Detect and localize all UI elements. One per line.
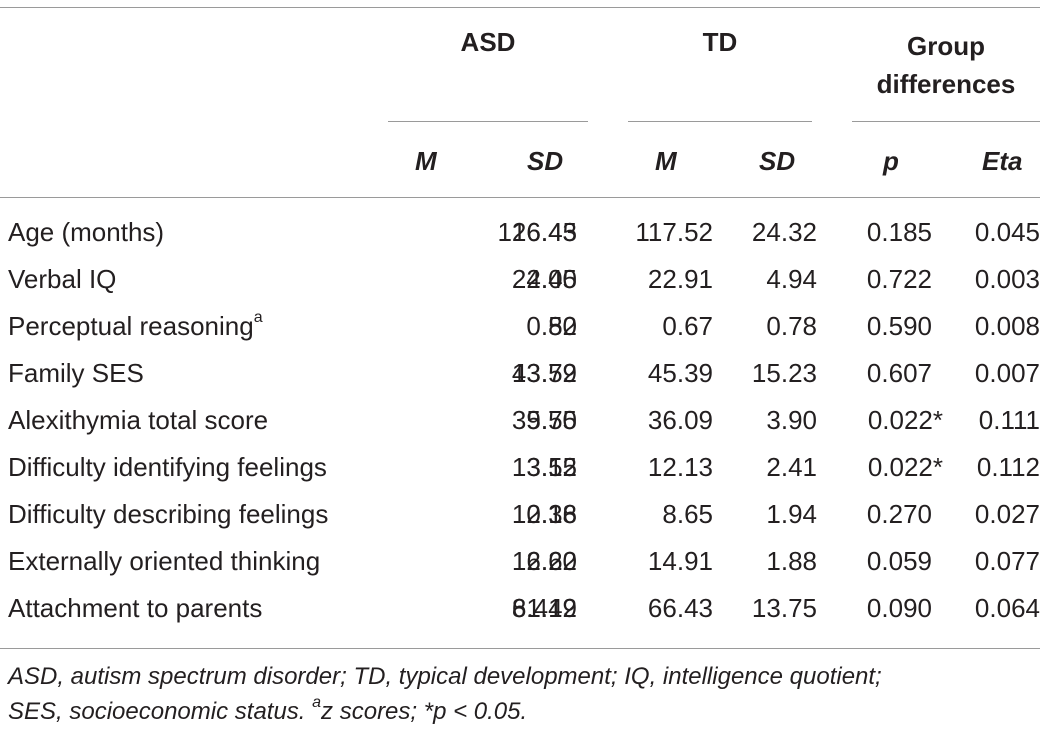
row-label-superscript: a bbox=[253, 309, 263, 327]
cell-eta: 0.045 bbox=[974, 217, 1040, 247]
cell-p: 0.185 bbox=[866, 217, 932, 247]
cell-td-sd: 1.88 bbox=[766, 546, 817, 576]
subheader-asd-m: M bbox=[415, 146, 437, 176]
row-label-text: Verbal IQ bbox=[8, 264, 117, 294]
cell-p: 0.270 bbox=[866, 499, 932, 529]
cell-td-m: 117.52 bbox=[635, 217, 713, 247]
cell-p: 0.022* bbox=[867, 405, 943, 435]
cell-td-sd: 0.78 bbox=[766, 311, 817, 341]
cell-p: 0.590 bbox=[866, 311, 932, 341]
asd-group-rule bbox=[388, 121, 588, 122]
top-rule bbox=[0, 7, 1040, 8]
footnote-line1: ASD, autism spectrum disorder; TD, typic… bbox=[8, 663, 882, 690]
cell-asd-sd: 2.62 bbox=[526, 546, 577, 576]
row-label: Family SES bbox=[8, 358, 144, 388]
footnote-line2-end: z scores; *p < 0.05. bbox=[321, 698, 528, 725]
group-header-asd: ASD bbox=[460, 27, 516, 57]
cell-p: 0.059 bbox=[866, 546, 932, 576]
cell-td-m: 22.91 bbox=[647, 264, 713, 294]
row-label-text: Perceptual reasoning bbox=[8, 311, 254, 341]
cell-asd-m: 61.19 bbox=[511, 593, 577, 623]
subheader-td-sd: SD bbox=[759, 146, 796, 176]
cell-td-m: 0.67 bbox=[662, 311, 713, 341]
cell-eta: 0.007 bbox=[974, 358, 1040, 388]
cell-p: 0.090 bbox=[866, 593, 932, 623]
row-label-text: Attachment to parents bbox=[8, 593, 263, 623]
row-label: Difficulty identifying feelings bbox=[8, 452, 327, 482]
cell-td-sd: 2.41 bbox=[766, 452, 817, 482]
subheader-td-m: M bbox=[655, 146, 677, 176]
footnote-superscript: a bbox=[312, 694, 322, 711]
cell-asd-m: 13.12 bbox=[511, 452, 577, 482]
row-label-text: Age (months) bbox=[8, 217, 165, 247]
cell-asd-m: 22.45 bbox=[511, 264, 577, 294]
cell-asd-m: 10.16 bbox=[511, 499, 577, 529]
cell-asd-m: 126.43 bbox=[497, 217, 577, 247]
bottom-rule bbox=[0, 648, 1040, 649]
cell-asd-sd: 80 bbox=[548, 311, 577, 341]
cell-td-sd: 3.90 bbox=[766, 405, 817, 435]
row-label: Alexithymia total score bbox=[8, 405, 268, 435]
cell-td-m: 66.43 bbox=[647, 593, 713, 623]
subheader-eta: Eta bbox=[982, 146, 1023, 176]
cell-asd-sd: 5.75 bbox=[526, 405, 577, 435]
cell-eta: 0.077 bbox=[974, 546, 1040, 576]
header-rule bbox=[0, 197, 1040, 198]
cell-asd-m: 39.50 bbox=[511, 405, 577, 435]
footnote-line2-start: SES, socioeconomic status. bbox=[8, 698, 313, 725]
cell-asd-sd: 2.38 bbox=[526, 499, 577, 529]
group-header-differences-line2: differences bbox=[876, 69, 1016, 99]
cell-asd-sd: 13.79 bbox=[511, 358, 577, 388]
cell-td-m: 8.65 bbox=[662, 499, 713, 529]
cell-asd-sd: 3.55 bbox=[526, 452, 577, 482]
cell-eta: 0.003 bbox=[974, 264, 1040, 294]
table-footnote: ASD, autism spectrum disorder; TD, typic… bbox=[8, 659, 1040, 729]
cell-td-sd: 13.75 bbox=[751, 593, 817, 623]
cell-td-m: 12.13 bbox=[647, 452, 713, 482]
cell-td-sd: 24.32 bbox=[751, 217, 817, 247]
td-group-rule bbox=[628, 121, 812, 122]
subheader-asd-sd: SD bbox=[527, 146, 564, 176]
differences-group-rule bbox=[852, 121, 1040, 122]
row-label: Externally oriented thinking bbox=[8, 546, 320, 576]
cell-asd-m: 43.52 bbox=[511, 358, 577, 388]
cell-asd-sd: 8.442 bbox=[511, 593, 577, 623]
row-label: Age (months) bbox=[8, 217, 164, 247]
cell-eta: 0.111 bbox=[978, 405, 1040, 435]
cell-eta: 0.064 bbox=[974, 593, 1040, 623]
cell-p: 0.607 bbox=[866, 358, 932, 388]
row-label-text: Externally oriented thinking bbox=[8, 546, 321, 576]
row-label-text: Difficulty identifying feelings bbox=[8, 452, 327, 482]
row-label-text: Family SES bbox=[8, 358, 144, 388]
cell-eta: 0.112 bbox=[976, 452, 1040, 482]
cell-asd-m: 0.52 bbox=[526, 311, 577, 341]
cell-td-m: 45.39 bbox=[647, 358, 713, 388]
cell-td-m: 36.09 bbox=[647, 405, 713, 435]
group-header-differences: Group differences bbox=[852, 27, 1040, 103]
row-label-text: Difficulty describing feelings bbox=[8, 499, 329, 529]
row-label-text: Alexithymia total score bbox=[8, 405, 269, 435]
group-header-differences-line1: Group bbox=[907, 31, 985, 61]
cell-td-m: 14.91 bbox=[647, 546, 713, 576]
cell-asd-sd: 4.00 bbox=[526, 264, 577, 294]
subheader-p: p bbox=[883, 146, 899, 176]
group-header-td: TD bbox=[702, 27, 738, 57]
cell-eta: 0.027 bbox=[974, 499, 1040, 529]
cell-td-sd: 1.94 bbox=[766, 499, 817, 529]
cell-p: 0.022* bbox=[867, 452, 943, 482]
row-label: Verbal IQ bbox=[8, 264, 116, 294]
row-label: Difficulty describing feelings bbox=[8, 499, 328, 529]
cell-td-sd: 4.94 bbox=[766, 264, 817, 294]
cell-p: 0.722 bbox=[866, 264, 932, 294]
cell-asd-m: 16.20 bbox=[511, 546, 577, 576]
cell-eta: 0.008 bbox=[974, 311, 1040, 341]
footnote-line2: SES, socioeconomic status. az scores; *p… bbox=[8, 694, 1040, 729]
row-label: Attachment to parents bbox=[8, 593, 262, 623]
row-label: Perceptual reasoninga bbox=[8, 309, 263, 341]
cell-td-sd: 15.23 bbox=[751, 358, 817, 388]
cell-asd-sd: 16.45 bbox=[511, 217, 577, 247]
